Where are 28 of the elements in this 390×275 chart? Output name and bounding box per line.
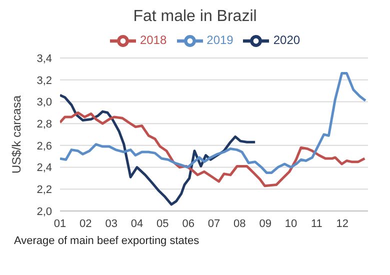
legend-label: 2020: [273, 33, 300, 48]
legend-label: 2018: [140, 33, 167, 48]
x-tick-label: 12: [336, 218, 348, 230]
x-tick-label: 06: [182, 218, 194, 230]
x-tick-label: 05: [156, 218, 169, 230]
x-tick-label: 08: [234, 218, 246, 230]
y-tick-label: 2,6: [36, 140, 52, 152]
y-axis-title: US$/k carcasa: [9, 95, 24, 174]
x-tick-label: 04: [130, 218, 144, 230]
y-tick-label: 3,4: [36, 52, 52, 65]
line-series: [60, 72, 367, 174]
x-tick-label: 11: [310, 218, 322, 230]
x-tick-label: 07: [208, 218, 220, 230]
y-tick-label: 3,2: [36, 74, 52, 87]
y-tick-label: 2,8: [36, 118, 52, 130]
chart-title: Fat male in Brazil: [132, 8, 258, 26]
legend-label: 2019: [206, 33, 234, 48]
x-tick-label: 03: [105, 218, 118, 230]
text: Average of main beef exporting states: [14, 235, 200, 247]
line-series: [60, 111, 366, 188]
y-tick-label: 2,4: [36, 162, 52, 174]
y-tick-label: 2,2: [36, 184, 52, 196]
x-tick-label: 01: [54, 218, 66, 230]
x-tick-label: 09: [259, 218, 272, 230]
y-tick-label: 2,0: [36, 206, 52, 218]
x-tick-label: 10: [284, 218, 298, 230]
x-tick-label: 02: [80, 218, 92, 230]
y-tick-label: 3,0: [36, 96, 52, 109]
